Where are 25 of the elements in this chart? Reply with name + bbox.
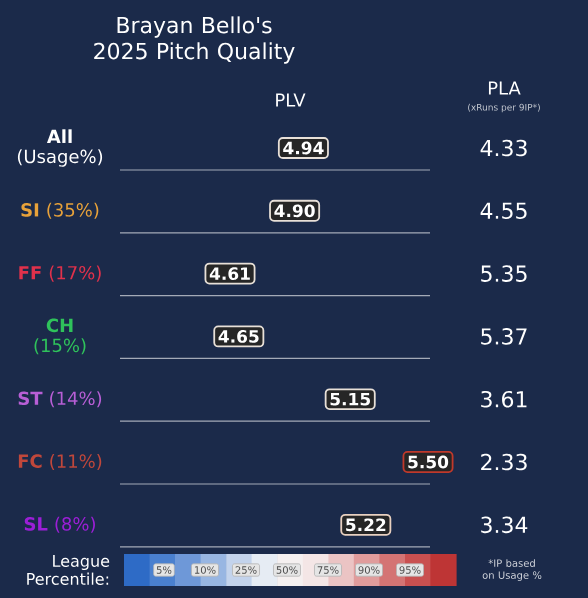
series-label: PLV (276, 93, 306, 107)
category-label: SI (35%) (21, 202, 99, 219)
category-label: All (Usage%) (17, 129, 103, 167)
legend-title: League Percentile: (27, 555, 110, 585)
data-label: 4.94 (283, 141, 324, 155)
category-label: FF (17%) (19, 265, 101, 282)
category-label: SL (8%) (24, 516, 95, 533)
data-label: 5.35 (481, 265, 527, 282)
data-label: 3.61 (481, 390, 527, 408)
data-label: 2.33 (481, 453, 527, 471)
data-label: 5.22 (346, 518, 386, 532)
data-label: 4.55 (480, 202, 527, 219)
text: PLA (488, 81, 521, 95)
category-label: FC (11%) (18, 453, 102, 471)
data-label: 4.61 (209, 267, 250, 281)
category-label: ST (14%) (18, 391, 102, 408)
data-label: 3.34 (481, 516, 528, 534)
data-label: 5.15 (330, 392, 370, 406)
data-label: 4.65 (218, 329, 259, 343)
category-label: CH (15%) (34, 318, 86, 355)
data-label: 4.90 (274, 204, 315, 218)
data-label: 5.50 (408, 455, 449, 469)
text: Brayan Bello's 2025 Pitch Quality (94, 16, 295, 64)
data-label: 5.37 (481, 328, 527, 345)
data-label: 4.33 (480, 139, 527, 157)
